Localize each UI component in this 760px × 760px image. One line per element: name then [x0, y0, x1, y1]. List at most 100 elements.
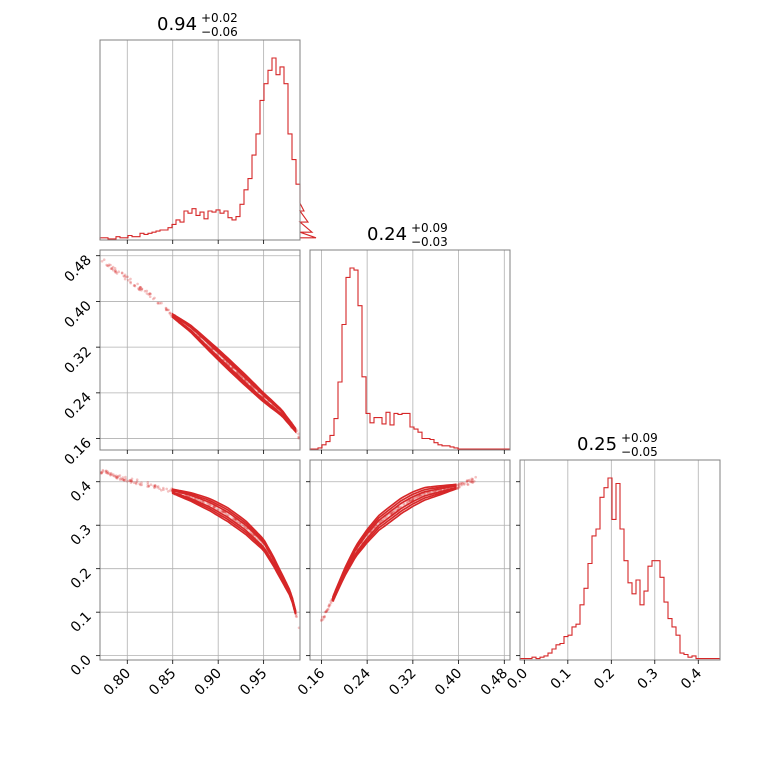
- sample-point: [470, 477, 474, 481]
- histogram-param-0: [99, 57, 317, 240]
- sample-point: [128, 479, 132, 482]
- sample-point: [124, 475, 127, 479]
- sample-point: [322, 615, 326, 619]
- sample-point: [120, 271, 124, 275]
- sample-point: [294, 614, 298, 618]
- sample-point: [156, 302, 160, 305]
- sample-point: [321, 618, 325, 621]
- sample-point: [138, 286, 142, 289]
- sample-point: [139, 286, 142, 289]
- sample-point: [415, 495, 419, 499]
- sample-point: [109, 474, 112, 477]
- sample-point: [220, 509, 223, 513]
- sample-point: [323, 610, 327, 614]
- sample-point: [118, 474, 122, 477]
- sample-point: [143, 289, 147, 293]
- sample-point: [147, 484, 151, 488]
- sample-point: [140, 483, 143, 487]
- sample-point: [114, 269, 117, 272]
- sample-point: [327, 605, 331, 608]
- x-tick-label-p2-2: 0.2: [591, 666, 618, 693]
- sample-point: [140, 287, 144, 291]
- sample-point: [402, 503, 406, 506]
- sample-point: [138, 288, 141, 292]
- sample-point: [114, 270, 118, 274]
- sample-point: [153, 484, 157, 487]
- sample-point: [147, 485, 151, 488]
- title-param-2-minus: −0.05: [621, 445, 658, 459]
- x-tick-label-p0-2: 0.90: [192, 666, 225, 699]
- x-tick-label-p1-2: 0.32: [386, 666, 419, 699]
- sample-point: [115, 272, 119, 275]
- sample-point: [469, 480, 472, 484]
- sample-point: [460, 483, 464, 487]
- sample-point: [109, 471, 113, 475]
- sample-point: [149, 292, 152, 296]
- sample-point: [109, 263, 112, 267]
- sample-point: [329, 601, 333, 605]
- sample-point: [105, 469, 108, 473]
- sample-point: [153, 486, 156, 490]
- sample-point: [162, 488, 165, 492]
- x-tick-label-p1-1: 0.24: [341, 665, 374, 698]
- sample-point: [381, 519, 384, 522]
- sample-point: [148, 295, 152, 299]
- sample-point: [165, 308, 168, 312]
- sample-point: [117, 474, 120, 478]
- sample-point: [119, 477, 122, 480]
- sample-point: [474, 475, 478, 479]
- histogram-param-1: [309, 267, 510, 450]
- sample-point: [138, 482, 141, 486]
- x-tick-label-p0-3: 0.95: [237, 666, 270, 699]
- sample-point: [295, 429, 299, 433]
- sample-point: [297, 437, 301, 440]
- sample-point: [471, 480, 475, 484]
- sample-point: [165, 307, 168, 310]
- x-tick-label-p0-1: 0.85: [146, 666, 179, 699]
- sample-point: [146, 481, 150, 484]
- sample-point: [329, 599, 333, 603]
- title-param-1-plus: +0.09: [411, 221, 448, 235]
- sample-point: [138, 287, 141, 290]
- panel-frame-00: [99, 39, 301, 241]
- sample-point: [104, 469, 107, 473]
- sample-point: [208, 503, 211, 507]
- sample-point: [320, 618, 323, 621]
- sample-point: [100, 472, 103, 475]
- sample-point: [466, 483, 470, 486]
- sample-point: [406, 500, 409, 504]
- sample-point: [114, 475, 118, 479]
- sample-point: [123, 275, 126, 278]
- sample-point: [135, 478, 139, 482]
- panel-frame-20: [99, 459, 301, 661]
- sample-point: [162, 486, 165, 490]
- sample-point: [112, 269, 115, 272]
- sample-point: [327, 604, 331, 608]
- sample-point: [110, 267, 113, 270]
- sample-point: [323, 615, 326, 619]
- sample-point: [468, 478, 471, 482]
- sample-point: [129, 481, 133, 484]
- sample-point: [158, 302, 162, 305]
- sample-point: [321, 615, 324, 619]
- sample-point: [129, 479, 133, 482]
- joint-samples-0: [100, 258, 301, 440]
- sample-point: [100, 471, 103, 475]
- sample-point: [327, 608, 330, 611]
- sample-point: [113, 267, 117, 270]
- panel-frame-11: [309, 249, 511, 451]
- title-param-0-median: 0.94: [157, 14, 197, 35]
- sample-point: [416, 495, 420, 499]
- sample-point: [164, 308, 168, 312]
- sample-point: [156, 301, 160, 305]
- sample-point: [118, 478, 122, 481]
- sample-point: [134, 481, 138, 485]
- sample-point: [139, 483, 142, 487]
- sample-point: [124, 477, 127, 481]
- sample-point: [156, 486, 159, 489]
- sample-point: [456, 483, 459, 487]
- sample-point: [158, 487, 161, 491]
- contour-level-1-0: [171, 488, 297, 615]
- sample-point: [466, 479, 469, 483]
- sample-point: [160, 301, 163, 305]
